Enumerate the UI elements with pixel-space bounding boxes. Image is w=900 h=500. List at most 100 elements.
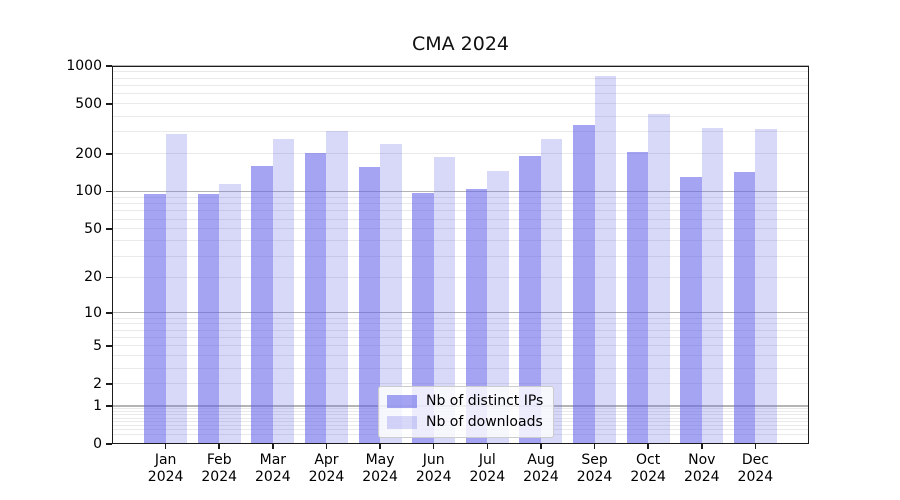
bar-downloads-apr	[326, 130, 348, 444]
y-tick-mark	[106, 153, 112, 155]
legend-item-downloads: Nb of downloads	[387, 415, 543, 430]
bar-downloads-nov	[701, 127, 724, 444]
y-tick-label: 1000	[66, 58, 102, 74]
bar-distinct-ips-sep	[573, 124, 595, 444]
y-tick-label: 100	[75, 183, 102, 200]
plot-area: Nb of distinct IPs Nb of downloads	[112, 65, 809, 444]
x-tick-label: Aug 2024	[509, 452, 573, 486]
bar-distinct-ips-nov	[680, 177, 702, 444]
x-tick-mark	[272, 444, 274, 449]
x-tick-label-month: Aug	[527, 452, 555, 468]
x-tick-label-year: 2024	[683, 469, 720, 485]
y-tick-mark	[106, 276, 112, 279]
x-tick-mark	[432, 444, 435, 449]
x-tick-label-year: 2024	[737, 469, 774, 485]
x-tick-label-month: Oct	[636, 452, 661, 468]
bar-downloads-dec	[755, 128, 777, 444]
bar-distinct-ips-oct	[626, 151, 649, 444]
bar-distinct-ips-apr	[304, 153, 327, 444]
x-tick-label: May 2024	[348, 452, 412, 486]
x-tick-label: Feb 2024	[187, 452, 251, 486]
y-tick-mark	[106, 65, 112, 67]
gridline-minor	[112, 77, 809, 79]
bar-downloads-aug	[540, 138, 563, 444]
x-tick-label: Oct 2024	[616, 452, 680, 486]
x-tick-label-month: Apr	[314, 452, 339, 468]
bar-distinct-ips-dec	[733, 172, 756, 444]
x-tick-label: Jun 2024	[402, 452, 466, 486]
x-tick-label-year: 2024	[147, 469, 184, 485]
y-tick-label: 50	[84, 220, 102, 237]
x-tick-label-year: 2024	[630, 469, 666, 485]
bar-distinct-ips-mar	[251, 165, 273, 444]
legend-label-downloads: Nb of downloads	[426, 414, 543, 430]
x-tick-mark	[754, 444, 757, 449]
y-tick-mark	[106, 228, 112, 230]
x-tick-label-year: 2024	[201, 469, 238, 485]
y-tick-mark	[106, 190, 112, 193]
x-tick-label-year: 2024	[362, 469, 398, 485]
y-tick-label: 5	[93, 337, 102, 354]
gridline-minor	[112, 71, 809, 73]
x-tick-mark	[540, 444, 542, 449]
x-tick-label-month: Jan	[154, 452, 177, 468]
bar-downloads-jan	[165, 133, 188, 444]
legend-label-distinct-ips: Nb of distinct IPs	[426, 393, 544, 409]
x-tick-label-year: 2024	[308, 469, 345, 485]
x-tick-mark	[218, 444, 221, 449]
y-tick-label: 20	[84, 269, 102, 286]
gridline-minor	[112, 115, 809, 117]
x-tick-label-month: Nov	[688, 452, 716, 468]
bar-downloads-jun	[433, 156, 456, 444]
x-tick-label-year: 2024	[576, 469, 613, 485]
x-tick-mark	[486, 444, 489, 449]
y-tick-label: 200	[75, 145, 102, 162]
x-tick-label: Mar 2024	[241, 452, 305, 486]
y-tick-mark	[106, 345, 112, 347]
bar-distinct-ips-jun	[412, 192, 434, 444]
x-tick-label: Dec 2024	[723, 452, 787, 486]
y-tick-label: 1	[93, 398, 102, 415]
gridline-minor	[112, 103, 809, 105]
x-tick-mark	[379, 444, 381, 449]
x-tick-label: Jul 2024	[455, 452, 519, 486]
x-tick-label-month: Mar	[259, 452, 287, 468]
legend-item-distinct-ips: Nb of distinct IPs	[387, 394, 543, 409]
gridline-minor	[112, 84, 809, 86]
x-tick-label: Sep 2024	[563, 452, 627, 486]
x-tick-label-year: 2024	[415, 469, 452, 485]
legend-swatch-distinct-ips	[387, 395, 417, 408]
gridline-major	[112, 65, 809, 67]
y-tick-mark	[106, 405, 112, 407]
x-tick-label-month: Jun	[422, 452, 445, 468]
x-tick-label-month: Feb	[206, 452, 232, 468]
y-tick-mark	[106, 383, 112, 385]
bar-downloads-feb	[219, 183, 241, 444]
x-tick-mark	[647, 444, 649, 449]
legend-swatch-downloads	[387, 416, 417, 429]
legend: Nb of distinct IPs Nb of downloads	[378, 386, 555, 438]
bar-distinct-ips-aug	[519, 156, 541, 444]
bar-distinct-ips-feb	[197, 194, 220, 444]
x-tick-label-year: 2024	[523, 469, 559, 485]
x-tick-label-year: 2024	[255, 469, 291, 485]
x-tick-mark	[325, 444, 328, 449]
x-tick-label: Apr 2024	[294, 452, 358, 486]
bar-distinct-ips-may	[358, 167, 381, 444]
y-tick-label: 10	[84, 304, 102, 321]
x-tick-label-month: Jul	[478, 452, 496, 468]
x-tick-label: Nov 2024	[670, 452, 734, 486]
y-tick-mark	[106, 103, 112, 105]
x-tick-label-month: Dec	[741, 452, 769, 468]
y-tick-label: 500	[75, 95, 102, 112]
bar-downloads-jul	[487, 170, 509, 444]
y-tick-mark	[106, 443, 112, 445]
bar-downloads-oct	[648, 113, 670, 444]
chart-title: CMA 2024	[411, 33, 510, 55]
x-tick-label-year: 2024	[469, 469, 506, 485]
gridline-minor	[112, 93, 809, 95]
bar-downloads-mar	[272, 138, 295, 444]
y-tick-label: 0	[93, 436, 102, 452]
x-tick-mark	[700, 444, 703, 449]
